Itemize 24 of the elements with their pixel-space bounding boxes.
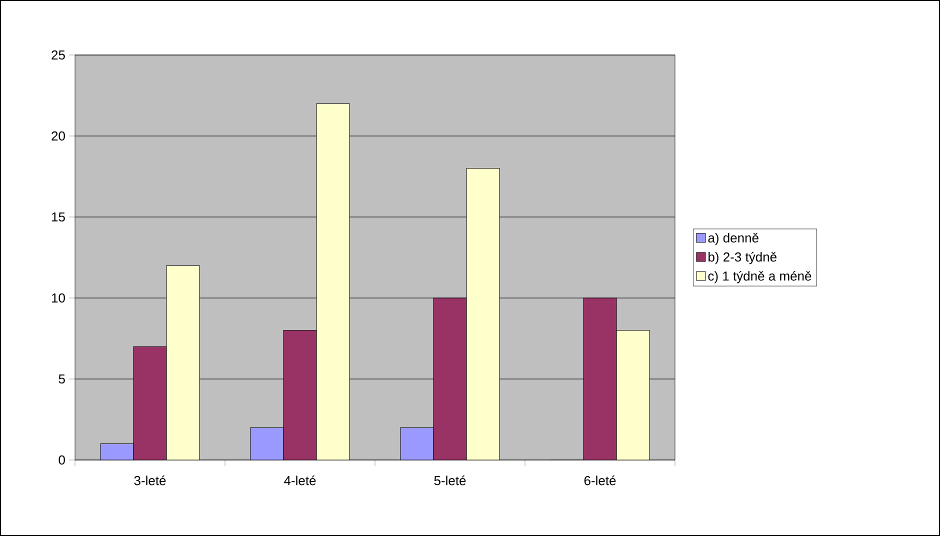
bar [100,444,134,460]
bar [583,298,617,460]
bar [133,346,167,460]
x-tick-label: 6-leté [584,476,616,486]
x-tick-label: 4-leté [284,476,316,486]
legend-label: b) 2-3 týdně [708,252,776,264]
x-tick-label: 3-leté [134,476,166,486]
y-tick-label: 10 [52,293,65,303]
bar [316,103,350,460]
y-tick-label: 5 [58,374,65,384]
bar [400,427,434,460]
y-tick-label: 15 [52,212,65,222]
y-tick-label: 20 [52,131,65,141]
bar [166,265,200,460]
y-tick-label: 25 [52,50,65,60]
y-tick-label: 0 [58,455,65,465]
bar [616,330,650,460]
legend-label: c) 1 týdně a méně [708,270,812,284]
bar [466,168,500,460]
bar [283,330,317,460]
bar [250,427,284,460]
bar [433,298,467,460]
x-tick-label: 5-leté [434,476,466,486]
legend-label: a) denně [708,232,758,246]
